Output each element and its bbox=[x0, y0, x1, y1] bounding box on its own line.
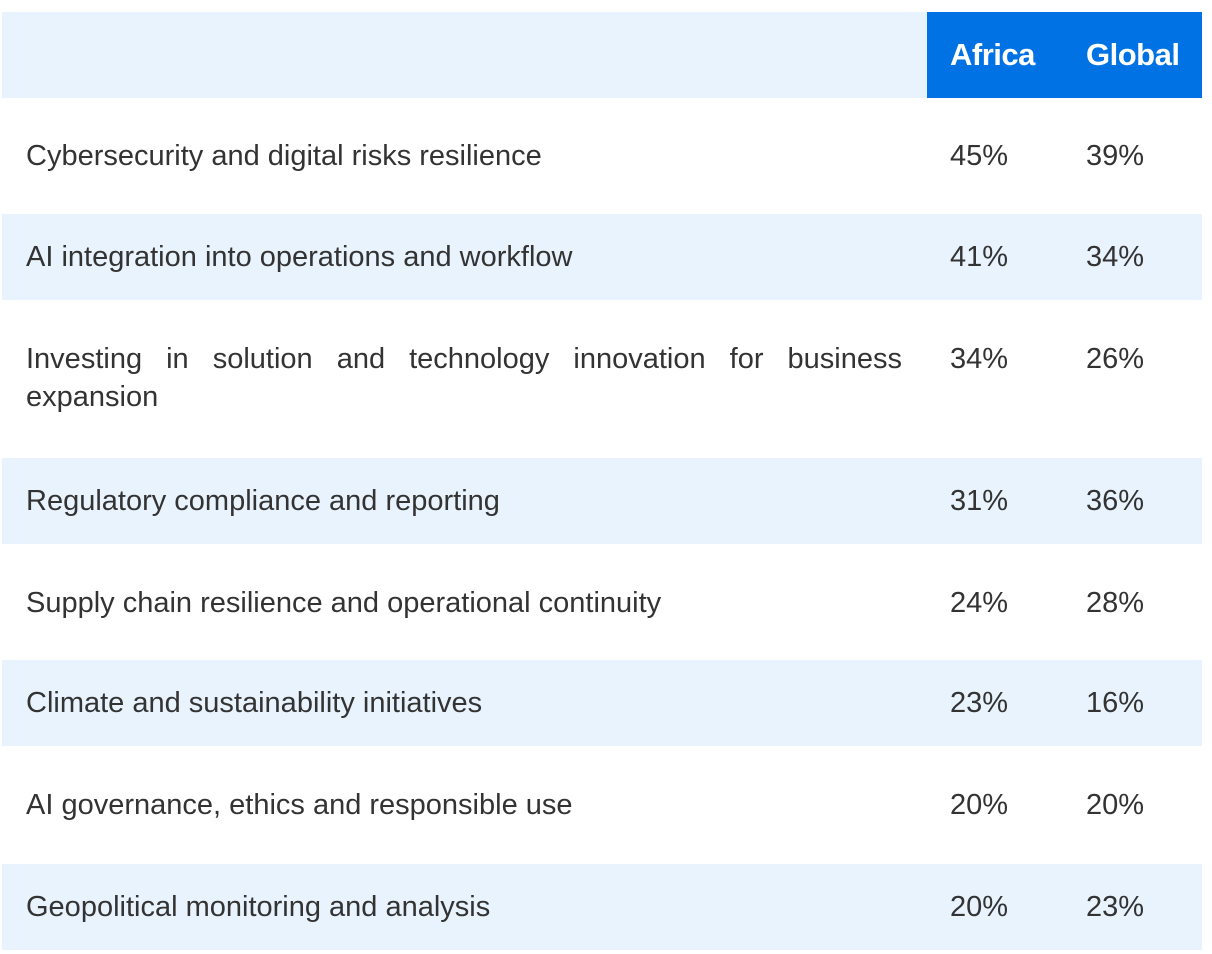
header-accent bbox=[927, 12, 1202, 98]
global-value: 39% bbox=[1086, 140, 1145, 172]
table-row: AI integration into operations and workf… bbox=[2, 214, 1202, 300]
table-row: Geopolitical monitoring and analysis 20%… bbox=[2, 864, 1202, 950]
row-label: AI governance, ethics and responsible us… bbox=[26, 789, 573, 821]
africa-value: 41% bbox=[950, 241, 1009, 273]
data-table: Africa Global Cybersecurity and digital … bbox=[2, 12, 1202, 950]
row-label: Climate and sustainability initiatives bbox=[26, 687, 483, 719]
global-value: 20% bbox=[1086, 789, 1145, 821]
africa-value: 23% bbox=[950, 687, 1009, 719]
column-header-global: Global bbox=[1086, 37, 1180, 72]
africa-value: 20% bbox=[950, 891, 1009, 923]
global-value: 28% bbox=[1086, 587, 1145, 619]
africa-value: 20% bbox=[950, 789, 1009, 821]
table-row: Cybersecurity and digital risks resilien… bbox=[2, 98, 1202, 214]
africa-value: 31% bbox=[950, 485, 1009, 517]
africa-value: 45% bbox=[950, 140, 1009, 172]
africa-value: 24% bbox=[950, 587, 1009, 619]
table-header: Africa Global bbox=[2, 12, 1202, 98]
row-label: Investing in solution and technology inn… bbox=[26, 343, 902, 413]
row-label: AI integration into operations and workf… bbox=[26, 241, 573, 273]
table-row: Regulatory compliance and reporting 31% … bbox=[2, 458, 1202, 544]
global-value: 36% bbox=[1086, 485, 1145, 517]
table-row: Investing in solution and technology inn… bbox=[2, 300, 1202, 458]
africa-value: 34% bbox=[950, 343, 1009, 375]
row-label: Cybersecurity and digital risks resilien… bbox=[26, 140, 542, 172]
column-header-africa: Africa bbox=[950, 37, 1035, 72]
table-row: Climate and sustainability initiatives 2… bbox=[2, 660, 1202, 746]
table-row: Supply chain resilience and operational … bbox=[2, 544, 1202, 660]
global-value: 23% bbox=[1086, 891, 1145, 923]
row-label: Regulatory compliance and reporting bbox=[26, 485, 500, 517]
row-label: Geopolitical monitoring and analysis bbox=[26, 891, 491, 923]
table-row: AI governance, ethics and responsible us… bbox=[2, 746, 1202, 864]
global-value: 16% bbox=[1086, 687, 1145, 719]
row-label: Supply chain resilience and operational … bbox=[26, 587, 662, 619]
global-value: 34% bbox=[1086, 241, 1145, 273]
global-value: 26% bbox=[1086, 343, 1145, 375]
